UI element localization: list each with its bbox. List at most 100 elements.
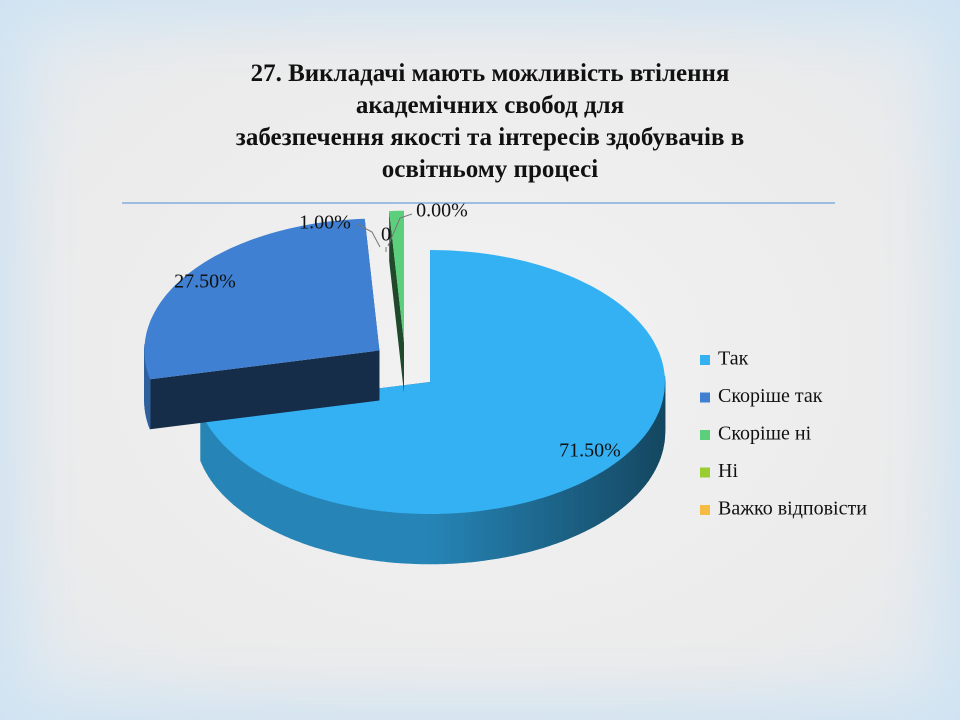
slice-side <box>279 483 286 537</box>
slice-side <box>621 454 627 509</box>
slice-side <box>352 506 361 559</box>
slice <box>144 218 380 380</box>
slice-side <box>511 503 519 557</box>
slice-side <box>632 444 638 499</box>
slice-side <box>603 467 610 522</box>
slice-side <box>531 498 539 552</box>
slice-side <box>543 495 551 548</box>
slice-side <box>504 505 513 558</box>
legend: Так Скоріше так Скоріше ні Ні Важко відповіс… <box>700 348 867 520</box>
slice-side <box>320 498 328 552</box>
slice-side <box>208 424 212 481</box>
slice-side <box>296 490 304 544</box>
legend-swatch <box>700 355 710 365</box>
slice <box>200 250 665 514</box>
slice-side <box>648 425 652 482</box>
slice-side <box>421 513 430 565</box>
slice-side <box>524 500 532 554</box>
slice-side <box>477 509 486 562</box>
slice-side <box>599 470 605 524</box>
slice-side <box>333 502 341 555</box>
slice-side <box>561 488 568 542</box>
slice-side <box>435 513 444 565</box>
slice-side <box>326 500 334 553</box>
legend-swatch <box>700 392 710 403</box>
slice <box>389 210 404 343</box>
leader-line <box>356 223 381 248</box>
slice-side <box>642 433 647 489</box>
slice-side <box>366 508 374 561</box>
slice-side <box>498 506 506 559</box>
data-label: 1.00% <box>299 212 351 234</box>
slice-side <box>225 446 230 502</box>
slice-side <box>285 485 292 539</box>
slice-side <box>414 513 423 565</box>
legend-label: Скоріше ні <box>718 423 812 445</box>
slice-side <box>636 440 641 496</box>
slice-side <box>625 450 630 506</box>
data-label: 0 <box>381 224 391 246</box>
slice-side <box>608 463 614 519</box>
legend-label: Скоріше так <box>718 385 823 407</box>
slice-side <box>639 436 644 493</box>
pie <box>144 210 666 565</box>
slice-side <box>456 512 465 564</box>
slice-radial-face <box>389 211 404 393</box>
legend-label: Важко відповісти <box>718 498 867 520</box>
slice-side <box>589 475 595 530</box>
slice-side <box>269 477 276 532</box>
slice-side <box>290 488 298 542</box>
slice-side <box>203 417 207 474</box>
leader-line <box>387 213 413 247</box>
slice-side <box>393 512 402 564</box>
slice-side <box>302 492 310 546</box>
slice-side <box>572 483 580 538</box>
legend-swatch <box>700 467 710 478</box>
slice-side <box>549 492 557 546</box>
slice-side <box>463 511 472 563</box>
slice-side <box>537 497 545 550</box>
slice-side <box>216 436 220 492</box>
slice-side <box>339 503 347 556</box>
slice-side <box>245 463 251 518</box>
slice-group <box>200 250 666 565</box>
slice-side <box>650 421 654 478</box>
data-label: 27.50% <box>174 271 236 293</box>
slice-side <box>213 432 217 488</box>
slice-side <box>233 453 238 509</box>
slice-side <box>645 429 649 486</box>
slice-side <box>237 456 242 512</box>
slice-group <box>144 218 380 430</box>
slice-side <box>274 480 281 535</box>
legend-swatch <box>700 430 710 440</box>
slice-side <box>652 418 656 475</box>
slice-side <box>249 466 255 521</box>
slice-side <box>373 509 381 562</box>
slice-side <box>442 513 451 565</box>
data-label: 71.50% <box>559 440 621 462</box>
slice-side <box>617 457 623 513</box>
slice-side <box>613 460 619 516</box>
slice-side <box>470 510 479 563</box>
slice-side <box>567 486 574 540</box>
slice-side <box>259 472 265 527</box>
slice-side <box>308 494 316 548</box>
slice-side <box>449 512 458 564</box>
legend-label: Так <box>718 348 749 370</box>
slice-side <box>241 460 246 515</box>
slice-side <box>578 481 585 535</box>
slice-side <box>583 478 590 533</box>
legend-swatch <box>700 505 710 515</box>
slice-side <box>400 512 409 564</box>
slice-side <box>254 469 260 524</box>
slice-side <box>518 502 526 555</box>
slice-side <box>407 513 416 565</box>
slice-side <box>359 507 368 560</box>
slice-side <box>219 439 223 495</box>
slice-radial-face <box>150 350 380 430</box>
slice-side <box>594 472 600 527</box>
slice-side <box>555 490 563 544</box>
legend-label: Ні <box>718 460 738 482</box>
slice-side <box>222 443 227 499</box>
slice-side <box>428 513 437 565</box>
